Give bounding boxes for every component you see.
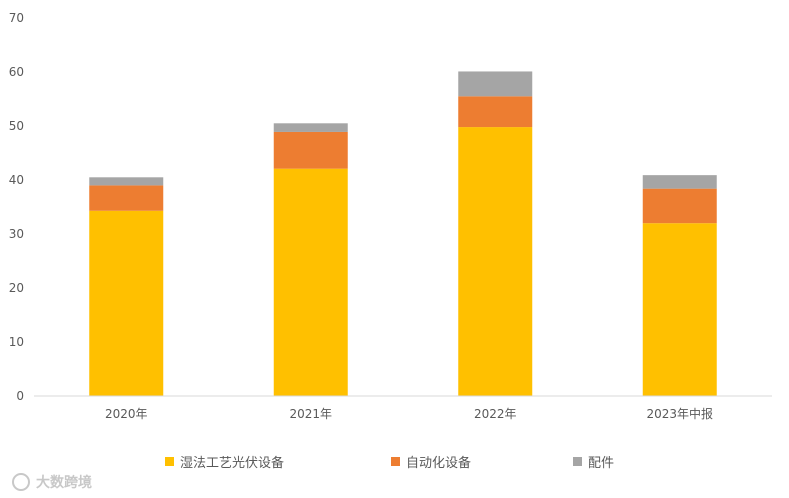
watermark: 大数跨境 bbox=[12, 473, 92, 491]
y-tick-label: 40 bbox=[9, 173, 24, 187]
legend-label: 自动化设备 bbox=[406, 455, 471, 471]
bar-segment-1 bbox=[642, 223, 717, 396]
bar-segment-3 bbox=[458, 71, 533, 97]
x-tick-label: 2021年 bbox=[289, 407, 332, 421]
bar-segment-2 bbox=[89, 185, 164, 211]
bar-segment-2 bbox=[642, 188, 717, 224]
y-tick-label: 60 bbox=[9, 65, 24, 79]
bar-segment-1 bbox=[458, 127, 533, 396]
legend-label: 湿法工艺光伏设备 bbox=[180, 455, 284, 471]
y-axis-ticks: 0 10 20 30 40 50 60 70 bbox=[9, 11, 24, 403]
bar-segment-2 bbox=[458, 96, 533, 128]
legend-label: 配件 bbox=[588, 456, 614, 471]
legend: 湿法工艺光伏设备 自动化设备 配件 bbox=[165, 455, 614, 471]
y-tick-label: 70 bbox=[9, 11, 24, 25]
bars bbox=[89, 71, 717, 396]
x-axis-ticks: 2020年 2021年 2022年 2023年中报 bbox=[105, 406, 713, 421]
y-tick-label: 0 bbox=[16, 389, 24, 403]
watermark-logo-icon bbox=[12, 473, 30, 491]
bar-segment-3 bbox=[273, 123, 348, 132]
y-tick-label: 20 bbox=[9, 281, 24, 295]
x-tick-label: 2023年中报 bbox=[646, 406, 713, 421]
legend-swatch bbox=[391, 457, 400, 466]
legend-swatch bbox=[573, 457, 582, 466]
y-tick-label: 10 bbox=[9, 335, 24, 349]
bar-segment-2 bbox=[273, 131, 348, 169]
y-tick-label: 50 bbox=[9, 119, 24, 133]
bar-segment-1 bbox=[89, 210, 164, 396]
bar-segment-3 bbox=[89, 177, 164, 186]
watermark-text: 大数跨境 bbox=[36, 474, 92, 491]
x-tick-label: 2022年 bbox=[474, 407, 517, 421]
y-tick-label: 30 bbox=[9, 227, 24, 241]
legend-swatch bbox=[165, 457, 174, 466]
x-tick-label: 2020年 bbox=[105, 407, 148, 421]
bar-segment-1 bbox=[273, 168, 348, 396]
bar-segment-3 bbox=[642, 175, 717, 189]
